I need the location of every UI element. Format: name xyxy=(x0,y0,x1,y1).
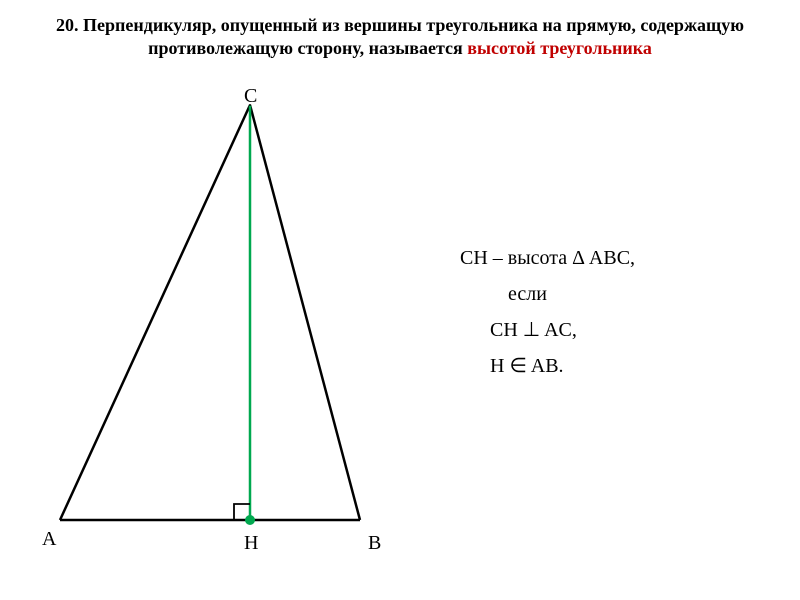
stmt1-pre: CH xyxy=(460,247,493,269)
label-c: C xyxy=(244,85,257,108)
triangle-diagram: A B C H xyxy=(40,80,420,560)
side-ac xyxy=(60,105,250,520)
stmt3-perp: ⊥ xyxy=(523,319,540,341)
statement-line-4: H ∈ AB. xyxy=(460,348,635,384)
point-h xyxy=(245,515,255,525)
stmt1-post: высота Δ ABC, xyxy=(503,247,635,269)
stmt3-post: AC, xyxy=(540,319,577,341)
label-b: B xyxy=(368,532,381,555)
label-a: A xyxy=(42,528,56,551)
stmt1-dash: – xyxy=(493,247,503,269)
statement-block: CH – высота Δ ABC, если CH ⊥ AC, H ∈ AB. xyxy=(460,240,635,384)
stmt4-post: AB. xyxy=(527,355,564,377)
statement-line-2: если xyxy=(460,276,635,312)
stmt4-in: ∈ xyxy=(509,355,526,377)
statement-line-1: CH – высота Δ ABC, xyxy=(460,240,635,276)
stmt4-pre: H xyxy=(490,355,509,377)
side-bc xyxy=(250,105,360,520)
title-red-text: высотой треугольника xyxy=(467,38,652,58)
title: 20. Перпендикуляр, опущенный из вершины … xyxy=(50,14,750,61)
triangle-svg xyxy=(40,80,420,560)
stmt3-pre: CH xyxy=(490,319,523,341)
stmt2: если xyxy=(508,283,547,305)
label-h: H xyxy=(244,532,258,555)
statement-line-3: CH ⊥ AC, xyxy=(460,312,635,348)
